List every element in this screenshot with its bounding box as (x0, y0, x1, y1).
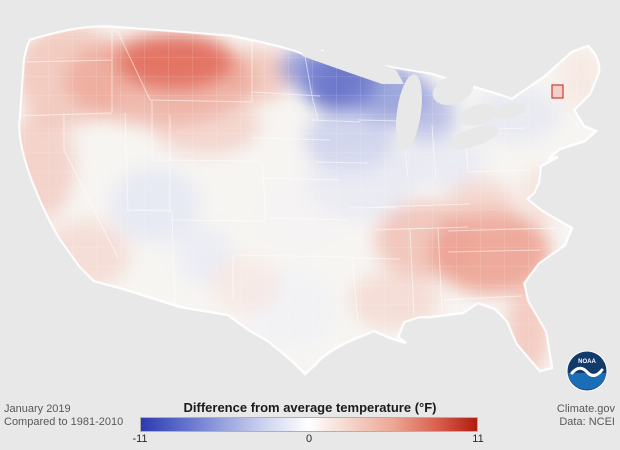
lake-ontario (492, 103, 526, 119)
legend-gradient-bar (140, 417, 478, 432)
legend-tick-max: 11 (472, 433, 484, 445)
data-source-label: Data: NCEI (559, 416, 615, 428)
noaa-logo: NOAA (566, 350, 608, 392)
noaa-logo-text: NOAA (578, 359, 596, 365)
legend-tick-mid: 0 (305, 433, 313, 445)
map-svg: NOAA (18, 25, 608, 392)
lake-superior (302, 50, 404, 84)
anomaly-map: NOAA (18, 25, 608, 392)
noaa-logo-lower-half (567, 373, 607, 390)
great-lakes (302, 50, 526, 150)
lake-erie (449, 125, 499, 149)
legend-title: Difference from average temperature (°F) (183, 400, 437, 415)
canada-land-mask (459, 104, 497, 126)
state-borders (19, 30, 557, 323)
site-label: Climate.gov (556, 403, 615, 415)
lake-huron (432, 75, 474, 105)
period-label: January 2019 (4, 403, 71, 415)
baseline-label: Compared to 1981-2010 (4, 416, 124, 428)
legend-tick-min: -11 (132, 433, 148, 445)
source-block: Climate.gov Data: NCEI (557, 403, 615, 429)
highlight-box (551, 84, 564, 99)
noaa-gull-icon (570, 366, 604, 377)
lake-michigan (395, 74, 423, 150)
period-block: January 2019 Compared to 1981-2010 (4, 403, 123, 429)
